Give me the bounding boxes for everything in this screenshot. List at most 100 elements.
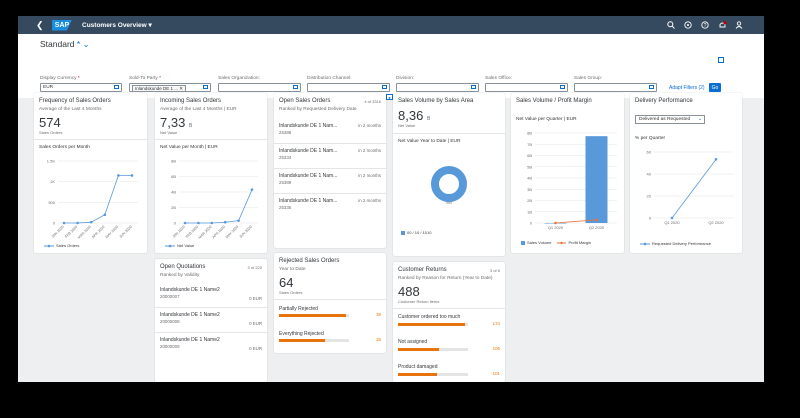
list-item[interactable]: Inlandskunde DE 1 Name2 20000007 0 EUR [155, 287, 267, 308]
card-title[interactable]: Delivery Performance [635, 98, 693, 104]
sold-to-party-input[interactable]: Inlandskunde DE 1 ... ✕ [129, 83, 211, 92]
pin-header-icon[interactable]: ● [386, 94, 393, 100]
card-title[interactable]: Sales Volume / Profit Margin [516, 98, 592, 104]
x-tick-label: MAR 2020 [198, 225, 213, 240]
chart-title: Net Value Year to Date | EUR [398, 139, 461, 144]
chevron-down-icon: ⌄ [697, 116, 702, 122]
list-item[interactable]: Inlandskunde DE 1 Name2 20000008 0 EUR [155, 312, 267, 333]
shell-bar: ❮ SAP Customers Overview ▾ ? [18, 16, 764, 34]
card-title[interactable]: Open Sales Orders [279, 98, 331, 104]
chart-title: % per Quarter [635, 136, 666, 141]
value-help-icon[interactable] [560, 85, 565, 89]
divider [274, 168, 386, 169]
card-title[interactable]: Incoming Sales Orders [160, 98, 222, 104]
card-title[interactable]: Customer Returns [398, 267, 447, 273]
legend[interactable]: Sales Volume Profit Margin [521, 240, 591, 245]
legend-swatch [640, 242, 650, 245]
filter-division: Division: [396, 76, 479, 92]
card-title[interactable]: Frequency of Sales Orders [39, 98, 111, 104]
share-icon[interactable] [718, 57, 724, 63]
y-tick-label: 4B [171, 190, 176, 195]
x-tick-label: MAR 2020 [77, 225, 92, 240]
feedback-icon[interactable] [683, 20, 693, 30]
user-icon[interactable] [734, 20, 744, 30]
chart-net-value-by-area[interactable]: 8M [393, 158, 505, 218]
filter-sold-to-party: Sold-To Party * Inlandskunde DE 1 ... ✕ [129, 76, 211, 92]
list-item[interactable]: Not assigned 106 [398, 339, 500, 351]
svg-text:?: ? [704, 23, 707, 29]
sold-to-token[interactable]: Inlandskunde DE 1 ... ✕ [132, 84, 187, 92]
go-button[interactable]: Go [709, 83, 721, 92]
list-item[interactable]: Inlandskunde DE 1 Nam... 25335 in 2 months [279, 198, 381, 210]
value-help-icon[interactable] [114, 85, 119, 89]
series-line [185, 189, 253, 224]
list-item[interactable]: Inlandskunde DE 1 Nam... 25389 in 2 months [274, 173, 386, 194]
chart-delivery-per-quarter[interactable]: 0 20 40 60 Q1 2020 Q2 2020 [630, 146, 742, 236]
chart-net-value-per-quarter[interactable]: 0 1B 2B 3B 4B 5B 6B 7B 8B Q1 2020 Q2 2020 [511, 127, 624, 239]
legend[interactable]: 00 / 10 / 1010 [401, 230, 431, 235]
legend[interactable]: Requested Delivery Performance [640, 241, 711, 246]
notifications-icon[interactable] [717, 20, 727, 30]
data-point [210, 221, 214, 225]
x-tick-label: APR 2020 [91, 225, 105, 239]
legend[interactable]: Net Value [165, 243, 194, 248]
back-icon[interactable]: ❮ [36, 19, 44, 30]
distribution-channel-input[interactable] [307, 83, 390, 92]
app-title[interactable]: Customers Overview ▾ [82, 22, 152, 29]
card-rejected-sales-orders: Rejected Sales Orders Year to Date 64 Sa… [274, 253, 386, 353]
legend[interactable]: Sales Orders [44, 243, 79, 248]
value-help-icon[interactable] [203, 85, 208, 89]
data-point [595, 218, 598, 222]
display-currency-input[interactable]: EUR [40, 83, 122, 92]
list-item[interactable]: Inlandskunde DE 1 Name2 20000009 0 EUR [160, 337, 262, 351]
division-input[interactable] [396, 83, 479, 92]
data-point [76, 221, 79, 225]
list-item[interactable]: Product damaged 101 [398, 364, 500, 376]
chart-title: Net Value per Month | EUR [160, 145, 218, 150]
y-tick-label: 40 [647, 172, 652, 177]
search-icon[interactable] [666, 20, 676, 30]
card-title[interactable]: Open Quotations [160, 264, 206, 270]
value-help-icon[interactable] [471, 85, 476, 89]
list-item[interactable]: Customer ordered too much 174 [398, 314, 500, 326]
progress-bar [398, 373, 468, 376]
filter-bar: Standard * ⌄ Display Currency * EUR Sold… [18, 34, 764, 98]
progress-bar [279, 314, 349, 317]
sales-organization-input[interactable] [218, 83, 301, 92]
x-tick-label: APR 2020 [211, 225, 225, 239]
card-title[interactable]: Sales Volume by Sales Area [398, 98, 474, 104]
series-line [671, 159, 717, 219]
data-point [130, 174, 134, 177]
card-title[interactable]: Rejected Sales Orders [279, 258, 340, 264]
series-line [64, 175, 132, 224]
list-item[interactable]: Inlandskunde DE 1 Nam... 25388 in 2 months [274, 123, 386, 144]
variant-selector[interactable]: Standard * ⌄ [40, 39, 90, 49]
sales-office-input[interactable] [485, 83, 568, 92]
sales-group-input[interactable] [574, 83, 657, 92]
help-icon[interactable]: ? [700, 20, 710, 30]
progress-bar [398, 323, 468, 326]
list-item[interactable]: Inlandskunde DE 1 Nam... 25334 in 2 months [274, 148, 386, 169]
adapt-filters-link[interactable]: Adapt Filters (2) [669, 85, 705, 91]
y-tick-label: 2B [527, 198, 532, 203]
x-tick-label: MAY 2020 [105, 225, 119, 239]
y-tick-label: 8B [171, 159, 176, 164]
list-item[interactable]: Everything Rejected 25 [279, 331, 381, 342]
data-point [117, 174, 120, 177]
y-tick-label: 0 [530, 221, 533, 226]
divider [155, 332, 267, 333]
delivery-dropdown[interactable]: Delivered as Requested ⌄ [635, 115, 705, 124]
value-help-icon[interactable] [293, 85, 298, 89]
x-tick-label: Q2 2020 [708, 220, 724, 225]
y-tick-label: 0 [174, 221, 177, 226]
chart-title: Net Value per Quarter | EUR [516, 117, 577, 122]
value-help-icon[interactable] [649, 85, 654, 89]
sap-logo[interactable]: SAP [52, 19, 72, 31]
data-point [62, 221, 66, 225]
item-count: 3 of 6 [489, 268, 500, 273]
list-item[interactable]: Partially Rejected 38 [279, 306, 381, 317]
value-help-icon[interactable] [382, 85, 387, 89]
card-incoming-sales-orders: Incoming Sales Orders Average of the Las… [155, 93, 267, 253]
